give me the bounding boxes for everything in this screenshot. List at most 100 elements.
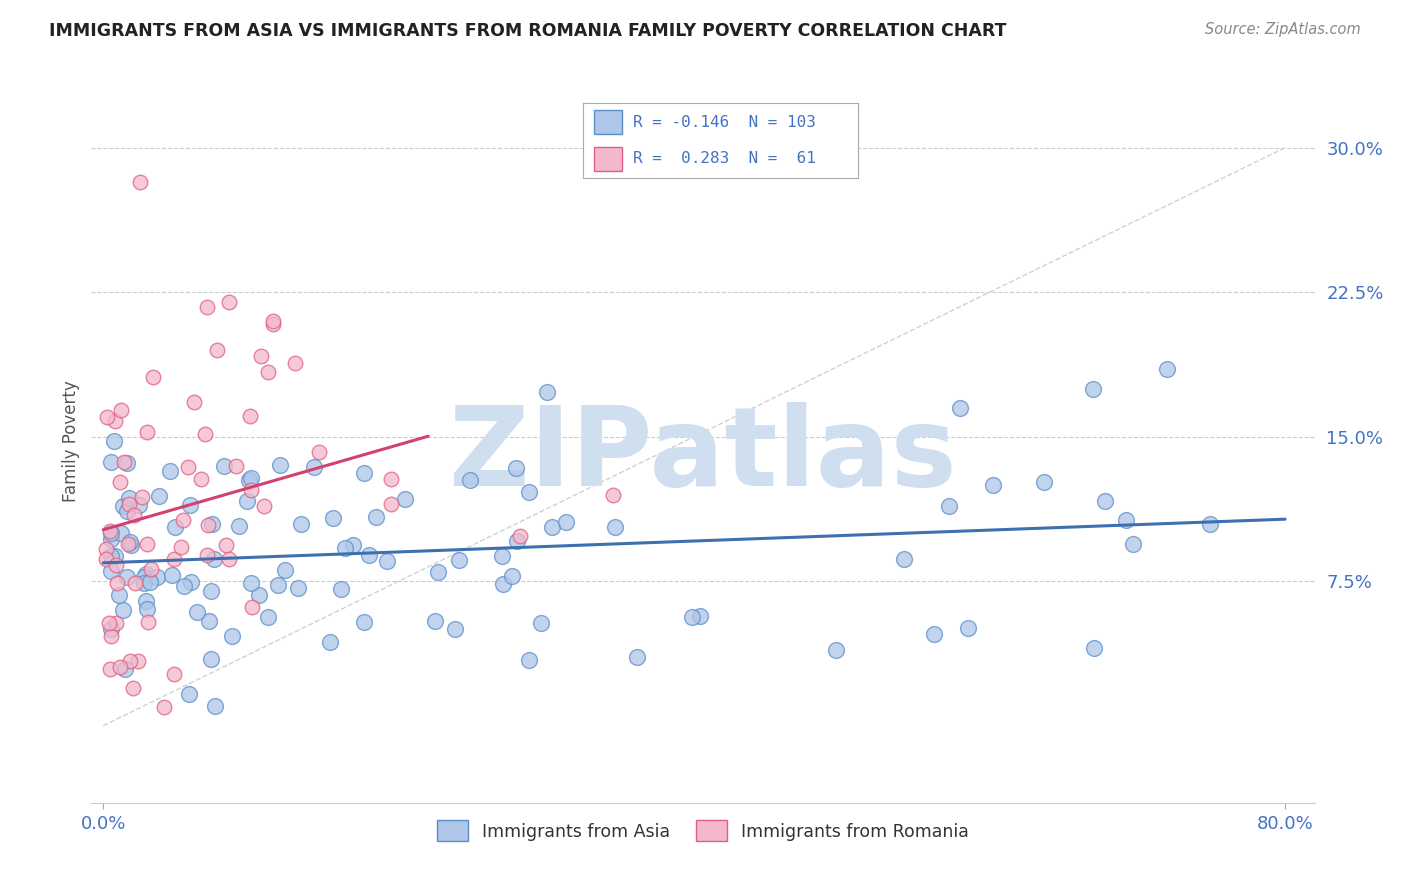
Point xyxy=(1122,536,1144,550)
Point xyxy=(114,662,136,676)
Point xyxy=(117,536,139,550)
Point xyxy=(124,508,146,522)
Point xyxy=(380,497,402,511)
Point xyxy=(197,518,219,533)
Point xyxy=(100,455,122,469)
Point xyxy=(1094,494,1116,508)
Point xyxy=(603,519,626,533)
Point xyxy=(322,511,344,525)
Point xyxy=(235,494,257,508)
Point xyxy=(163,667,186,681)
Point xyxy=(519,485,541,500)
Point xyxy=(983,477,1005,491)
Point xyxy=(201,517,224,532)
Point xyxy=(138,574,160,589)
Point xyxy=(541,520,564,534)
Point xyxy=(204,699,226,714)
Point xyxy=(366,509,388,524)
Point xyxy=(253,499,276,513)
Point xyxy=(129,175,152,189)
Point xyxy=(290,516,312,531)
Point xyxy=(118,535,141,549)
Point xyxy=(105,615,128,630)
Point xyxy=(353,466,375,480)
Point xyxy=(626,649,648,664)
Point xyxy=(173,579,195,593)
Point xyxy=(530,615,553,630)
Point xyxy=(308,445,330,459)
Point xyxy=(104,549,127,563)
Point xyxy=(491,549,513,563)
Point xyxy=(195,548,218,562)
Point xyxy=(239,483,262,497)
Point xyxy=(100,629,122,643)
Point xyxy=(136,615,159,630)
Point xyxy=(96,410,118,425)
Point xyxy=(394,491,416,506)
Point xyxy=(179,499,201,513)
Point xyxy=(304,460,326,475)
Point xyxy=(202,552,225,566)
Point xyxy=(96,542,118,557)
Point xyxy=(103,434,125,449)
Point xyxy=(205,343,228,358)
Point xyxy=(218,294,240,309)
Point xyxy=(505,461,527,475)
Point xyxy=(375,554,398,568)
Point xyxy=(681,610,703,624)
Point xyxy=(105,576,128,591)
Point xyxy=(194,426,217,441)
Point xyxy=(100,622,122,636)
Point xyxy=(177,687,200,701)
Legend: Immigrants from Asia, Immigrants from Romania: Immigrants from Asia, Immigrants from Ro… xyxy=(430,814,976,848)
Point xyxy=(242,599,264,614)
Point xyxy=(105,558,128,573)
Point xyxy=(225,458,247,473)
Point xyxy=(501,569,523,583)
Point xyxy=(97,615,120,630)
Point xyxy=(536,384,558,399)
Point xyxy=(112,500,135,514)
Point xyxy=(329,582,352,596)
Point xyxy=(100,549,122,563)
Point xyxy=(120,538,142,552)
Point xyxy=(240,575,263,590)
Point xyxy=(949,401,972,415)
Point xyxy=(104,414,127,428)
Point xyxy=(256,365,278,379)
Point xyxy=(160,567,183,582)
Point xyxy=(458,473,481,487)
Point xyxy=(228,519,250,533)
Point xyxy=(118,497,141,511)
Point xyxy=(112,603,135,617)
Point xyxy=(100,564,122,578)
Point xyxy=(172,513,194,527)
Bar xyxy=(595,146,621,171)
Point xyxy=(96,552,118,566)
Point xyxy=(118,491,141,505)
Point xyxy=(100,662,122,676)
Point xyxy=(447,553,470,567)
Point xyxy=(893,552,915,566)
Point xyxy=(127,654,149,668)
Point xyxy=(214,538,236,552)
Point xyxy=(136,425,159,439)
Point xyxy=(100,532,122,546)
Point xyxy=(218,552,240,566)
Point xyxy=(124,576,146,591)
Point xyxy=(136,602,159,616)
Y-axis label: Family Poverty: Family Poverty xyxy=(62,381,80,502)
Point xyxy=(197,300,219,314)
Point xyxy=(162,551,184,566)
Point xyxy=(247,588,270,602)
Point xyxy=(110,526,132,541)
Text: R = -0.146  N = 103: R = -0.146 N = 103 xyxy=(633,115,815,130)
Point xyxy=(148,489,170,503)
Point xyxy=(128,498,150,512)
Point xyxy=(1115,513,1137,527)
Point xyxy=(263,318,285,332)
Point xyxy=(136,536,159,550)
Point xyxy=(98,524,121,539)
Point xyxy=(423,614,446,628)
Point xyxy=(256,610,278,624)
